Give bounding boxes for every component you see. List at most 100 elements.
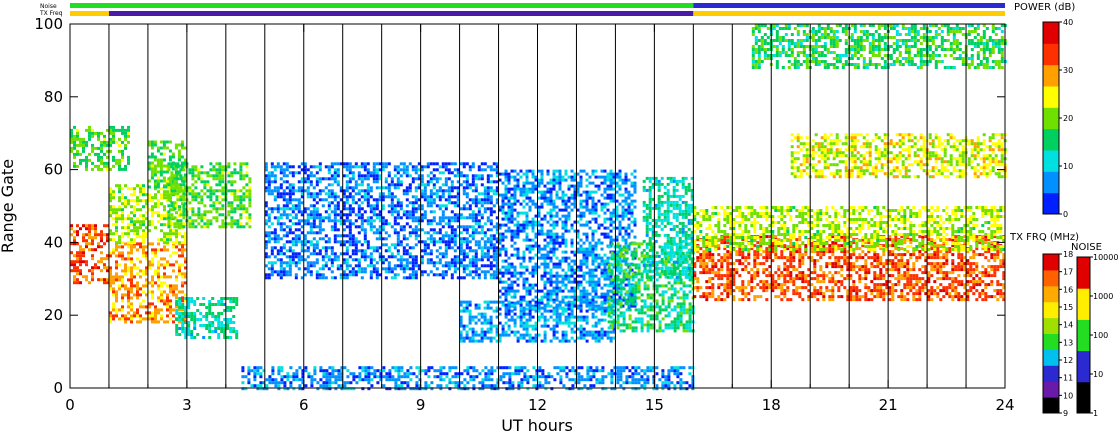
- heatmap-cell: [306, 168, 310, 172]
- heatmap-cell: [142, 229, 145, 233]
- heatmap-cell: [471, 237, 475, 241]
- heatmap-cell: [546, 169, 550, 173]
- heatmap-cell: [525, 223, 529, 227]
- heatmap-cell: [540, 169, 544, 173]
- heatmap-cell: [459, 246, 463, 250]
- heatmap-cell: [208, 306, 212, 309]
- heatmap-cell: [288, 249, 292, 253]
- heatmap-cell: [609, 181, 613, 185]
- heatmap-cell: [348, 234, 352, 238]
- heatmap-cell: [547, 375, 551, 379]
- heatmap-cell: [324, 177, 328, 181]
- heatmap-cell: [474, 252, 478, 256]
- heatmap-cell: [184, 205, 187, 209]
- heatmap-cell: [153, 179, 157, 183]
- heatmap-cell: [182, 177, 186, 181]
- heatmap-cell: [239, 222, 243, 226]
- heatmap-cell: [501, 235, 505, 239]
- heatmap-cell: [570, 304, 574, 308]
- heatmap-cell: [283, 381, 287, 385]
- heatmap-cell: [552, 250, 556, 254]
- heatmap-cell: [112, 193, 115, 197]
- heatmap-cell: [267, 267, 271, 271]
- heatmap-cell: [528, 250, 532, 254]
- heatmap-cell: [495, 237, 499, 241]
- heatmap-cell: [130, 238, 133, 242]
- heatmap-cell: [358, 375, 362, 379]
- heatmap-cell: [424, 381, 428, 385]
- heatmap-cell: [504, 178, 508, 182]
- heatmap-cell: [309, 273, 313, 277]
- heatmap-cell: [525, 226, 529, 230]
- heatmap-cell: [454, 381, 458, 385]
- heatmap-cell: [157, 242, 160, 246]
- heatmap-cell: [463, 384, 467, 388]
- heatmap-cell: [82, 233, 85, 237]
- heatmap-cell: [472, 378, 476, 382]
- heatmap-cell: [200, 201, 204, 205]
- heatmap-cell: [516, 232, 520, 236]
- heatmap-cell: [154, 187, 157, 191]
- heatmap-cell: [573, 295, 577, 299]
- heatmap-cell: [619, 384, 623, 388]
- heatmap-cell: [462, 180, 466, 184]
- heatmap-cell: [103, 137, 106, 141]
- heatmap-cell: [372, 249, 376, 253]
- heatmap-cell: [76, 269, 79, 273]
- heatmap-cell: [208, 309, 212, 312]
- heatmap-cell: [579, 304, 583, 308]
- heatmap-cell: [364, 375, 368, 379]
- heatmap-cell: [100, 245, 103, 249]
- heatmap-cell: [118, 208, 121, 212]
- heatmap-cell: [601, 375, 605, 379]
- heatmap-cell: [415, 366, 419, 370]
- heatmap-cell: [124, 167, 127, 171]
- heatmap-cell: [342, 204, 346, 208]
- heatmap-cell: [170, 222, 174, 226]
- heatmap-cell: [405, 237, 409, 241]
- heatmap-cell: [321, 177, 325, 181]
- heatmap-cell: [175, 202, 178, 206]
- heatmap-cell: [226, 327, 230, 330]
- heatmap-cell: [264, 219, 268, 223]
- heatmap-cell: [661, 372, 665, 376]
- heatmap-cell: [154, 205, 157, 209]
- heatmap-cell: [546, 289, 550, 293]
- heatmap-cell: [309, 192, 313, 196]
- heatmap-cell: [211, 315, 215, 318]
- heatmap-cell: [438, 165, 442, 169]
- heatmap-cell: [88, 125, 91, 129]
- heatmap-cell: [394, 366, 398, 370]
- heatmap-cell: [459, 243, 463, 247]
- heatmap-cell: [175, 205, 178, 209]
- heatmap-cell: [415, 381, 419, 385]
- heatmap-cell: [193, 318, 197, 321]
- heatmap-cell: [327, 246, 331, 250]
- heatmap-cell: [360, 216, 364, 220]
- heatmap-cell: [385, 375, 389, 379]
- heatmap-cell: [517, 372, 521, 376]
- heatmap-cell: [267, 261, 271, 265]
- heatmap-cell: [562, 366, 566, 370]
- heatmap-cell: [576, 283, 580, 287]
- heatmap-cell: [579, 205, 583, 209]
- heatmap-cell: [300, 177, 304, 181]
- heatmap-cell: [88, 134, 91, 138]
- heatmap-cell: [127, 302, 130, 306]
- heatmap-cell: [615, 211, 619, 215]
- heatmap-cell: [519, 262, 523, 266]
- heatmap-cell: [507, 211, 511, 215]
- heatmap-cell: [145, 202, 148, 206]
- heatmap-cell: [303, 222, 307, 226]
- heatmap-cell: [462, 258, 466, 262]
- heatmap-cell: [167, 210, 171, 214]
- heatmap-cell: [218, 195, 222, 199]
- heatmap-cell: [582, 253, 586, 257]
- heatmap-cell: [300, 219, 304, 223]
- heatmap-cell: [588, 298, 592, 302]
- heatmap-cell: [507, 205, 511, 209]
- heatmap-cell: [351, 171, 355, 175]
- heatmap-cell: [480, 168, 484, 172]
- heatmap-cell: [553, 366, 557, 370]
- heatmap-cell: [211, 321, 215, 324]
